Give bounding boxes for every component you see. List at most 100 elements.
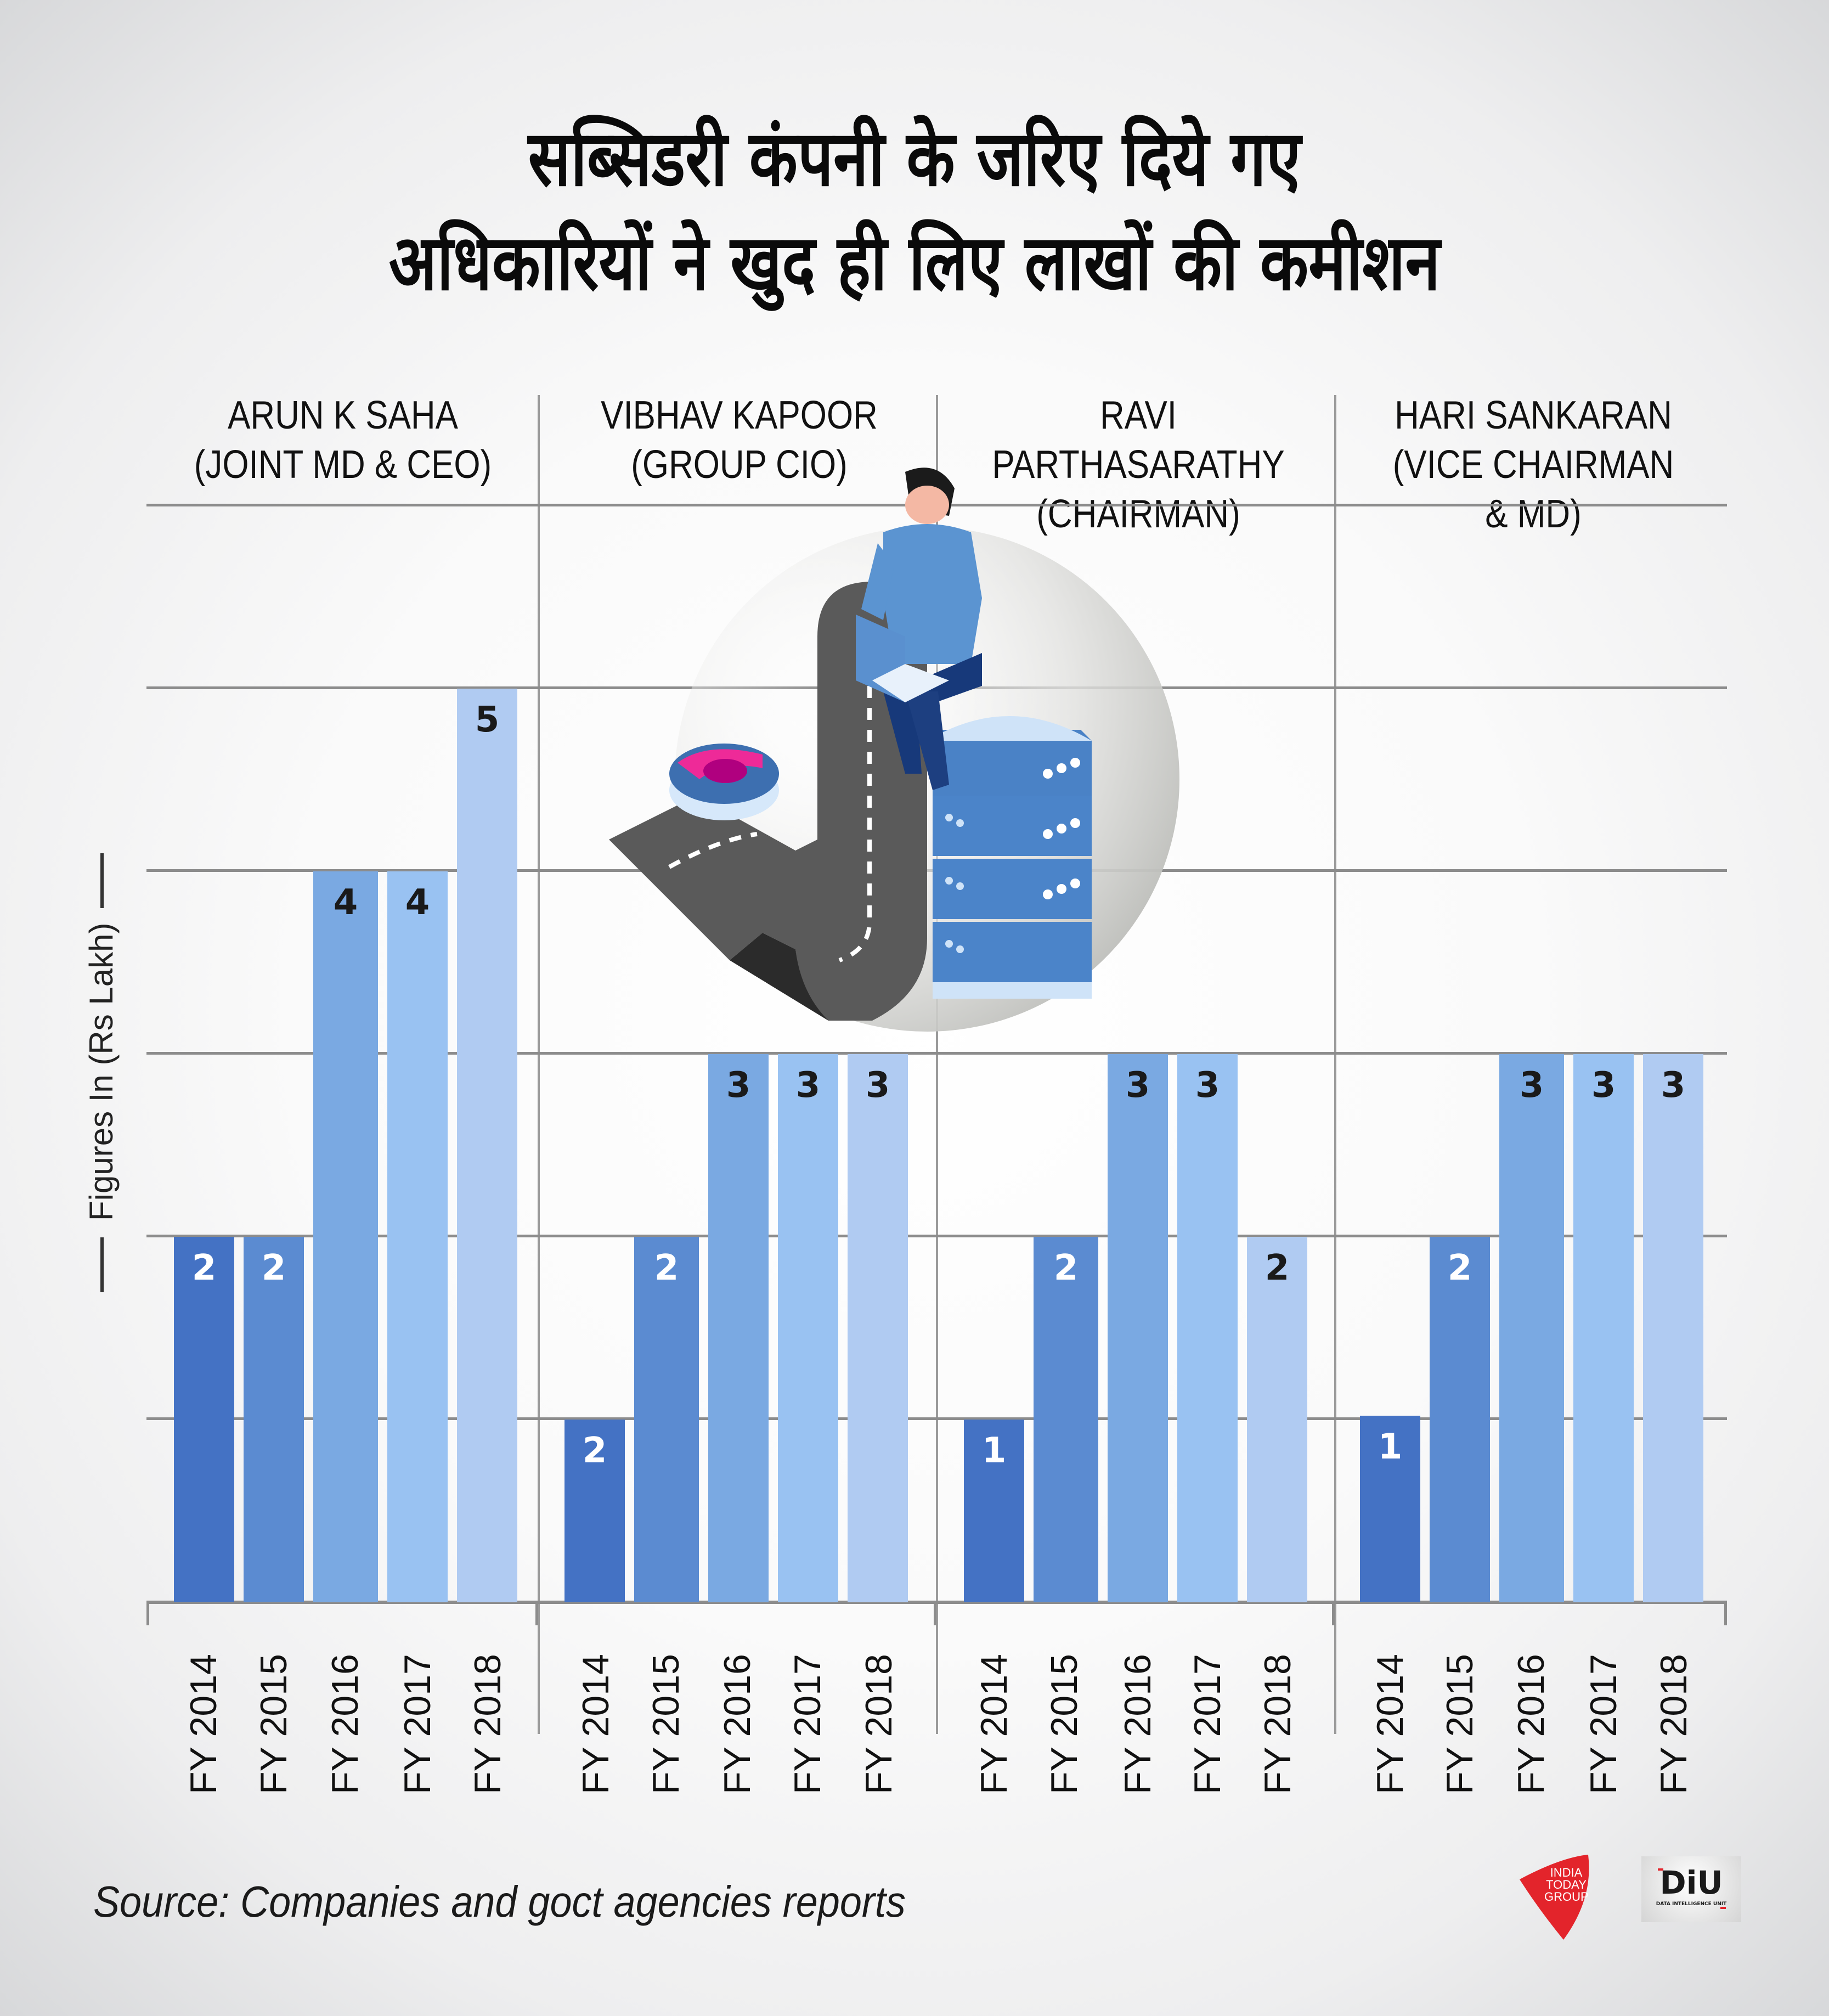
bar-hari-fy2017: 3 [1573,1054,1634,1602]
bar-arun-fy2018: 5 [457,689,517,1602]
bar-value-label: 2 [191,1248,217,1288]
x-tick-label: FY 2018 [467,1654,509,1794]
group-name: HARI SANKARAN [1395,393,1672,437]
bar-value-label: 5 [475,700,500,740]
x-axis-bracket-tick [1724,1601,1727,1625]
y-axis-bracket-bottom [100,1237,104,1292]
group-divider [936,395,938,1734]
x-tick-label: FY 2014 [575,1654,617,1794]
x-tick-label: FY 2015 [1439,1654,1481,1794]
bar-ravi-fy2015: 2 [1034,1237,1098,1602]
x-tick-label: FY 2018 [1653,1654,1695,1794]
group-name-2: PARTHASARATHY [992,443,1285,487]
y-axis-bracket-top [100,853,104,908]
diu-bracket-icon [1720,1907,1726,1909]
bar-ravi-fy2018: 2 [1247,1237,1307,1602]
diu-bracket-icon [1658,1868,1663,1871]
x-tick-label: FY 2015 [253,1654,295,1794]
diu-logo-subtitle: DATA INTELLIGENCE UNIT [1656,1901,1727,1907]
bar-value-label: 3 [1591,1065,1616,1106]
group-role: (VICE CHAIRMAN [1392,443,1674,487]
group-name: ARUN K SAHA [228,393,458,437]
group-role: (CHAIRMAN) [1036,492,1240,536]
bar-value-label: 4 [333,882,358,923]
bar-value-label: 3 [1125,1065,1150,1106]
x-tick-label: FY 2014 [183,1654,224,1794]
x-tick-label: FY 2016 [324,1654,366,1794]
bar-vibhav-fy2017: 3 [778,1054,838,1602]
x-axis-bracket-tick [146,1601,149,1625]
bar-ravi-fy2014: 1 [964,1420,1024,1602]
group-role: (JOINT MD & CEO) [194,443,492,487]
logo-text: TODAY [1546,1878,1587,1891]
group-name: VIBHAV KAPOOR [601,393,878,437]
bar-value-label: 3 [1519,1065,1544,1106]
bar-ravi-fy2016: 3 [1108,1054,1168,1602]
x-tick-label: FY 2016 [1117,1654,1159,1794]
bar-value-label: 3 [865,1065,890,1106]
bar-hari-fy2015: 2 [1430,1237,1490,1602]
bar-vibhav-fy2018: 3 [848,1054,908,1602]
bar-arun-fy2014: 2 [174,1237,234,1602]
bar-hari-fy2014: 1 [1360,1416,1420,1602]
bar-value-label: 3 [1195,1065,1220,1106]
bar-value-label: 3 [795,1065,821,1106]
bar-arun-fy2015: 2 [244,1237,304,1602]
bar-arun-fy2017: 4 [387,871,448,1602]
diu-logo: DiU DATA INTELLIGENCE UNIT [1641,1856,1741,1922]
source-note: Source: Companies and goct agencies repo… [93,1877,906,1926]
group-header-ravi-parthasarathy: RAVI PARTHASARATHY (CHAIRMAN) [968,391,1308,539]
bar-ravi-fy2017: 3 [1177,1054,1238,1602]
bar-value-label: 1 [981,1431,1007,1471]
bar-value-label: 1 [1378,1427,1403,1467]
chart-title-line-1: सब्सिडरी कंपनी के जरिए दिये गए [528,114,1301,204]
x-axis-bracket-tick [934,1601,936,1625]
x-tick-label: FY 2015 [1043,1654,1085,1794]
bar-value-label: 2 [1265,1248,1290,1288]
x-tick-label: FY 2017 [397,1654,438,1794]
x-tick-label: FY 2017 [1187,1654,1228,1794]
x-axis-baseline [146,1601,1727,1604]
bar-value-label: 4 [405,882,430,923]
group-header-arun-k-saha: ARUN K SAHA (JOINT MD & CEO) [176,391,511,489]
india-today-group-logo: INDIA TODAY GROUP [1517,1855,1594,1942]
group-role-2: & MD) [1485,492,1582,536]
x-axis-bracket-tick [1332,1601,1335,1625]
diu-logo-mark: DiU [1659,1864,1723,1901]
bar-value-label: 3 [1661,1065,1686,1106]
y-axis-label: Figures In (Rs Lakh) [83,922,120,1221]
x-tick-label: FY 2018 [1257,1654,1299,1794]
bar-value-label: 3 [726,1065,751,1106]
group-divider [538,395,540,1734]
x-axis-bracket-tick [535,1601,538,1625]
gridline-2 [146,1235,1727,1237]
x-tick-label: FY 2014 [1369,1654,1411,1794]
chart-title-line-2: अधिकारियों ने खुद ही लिए लाखों की कमीशन [388,218,1441,308]
bar-value-label: 2 [582,1431,607,1471]
x-tick-label: FY 2016 [716,1654,758,1794]
bar-arun-fy2016: 4 [313,871,378,1602]
bar-hari-fy2016: 3 [1499,1054,1564,1602]
x-tick-label: FY 2014 [973,1654,1015,1794]
logo-text: GROUP [1544,1890,1589,1904]
bar-vibhav-fy2015: 2 [634,1237,699,1602]
bar-value-label: 2 [1053,1248,1079,1288]
gridline-1 [146,1417,1727,1420]
gridline-3 [146,1052,1727,1055]
logo-text: INDIA [1550,1866,1583,1879]
x-tick-label: FY 2018 [858,1654,900,1794]
bar-vibhav-fy2014: 2 [564,1420,625,1602]
group-divider [1334,395,1336,1734]
india-today-logo-shape-icon [1520,1855,1589,1940]
bar-hari-fy2018: 3 [1643,1054,1703,1602]
x-tick-label: FY 2017 [1583,1654,1624,1794]
group-role: (GROUP CIO) [631,443,848,487]
x-tick-label: FY 2017 [787,1654,828,1794]
bar-value-label: 2 [654,1248,679,1288]
bar-value-label: 2 [1447,1248,1472,1288]
x-tick-label: FY 2016 [1510,1654,1552,1794]
group-header-hari-sankaran: HARI SANKARAN (VICE CHAIRMAN & MD) [1366,391,1701,539]
group-name: RAVI [1100,393,1177,437]
bar-vibhav-fy2016: 3 [708,1054,769,1602]
x-tick-label: FY 2015 [645,1654,687,1794]
